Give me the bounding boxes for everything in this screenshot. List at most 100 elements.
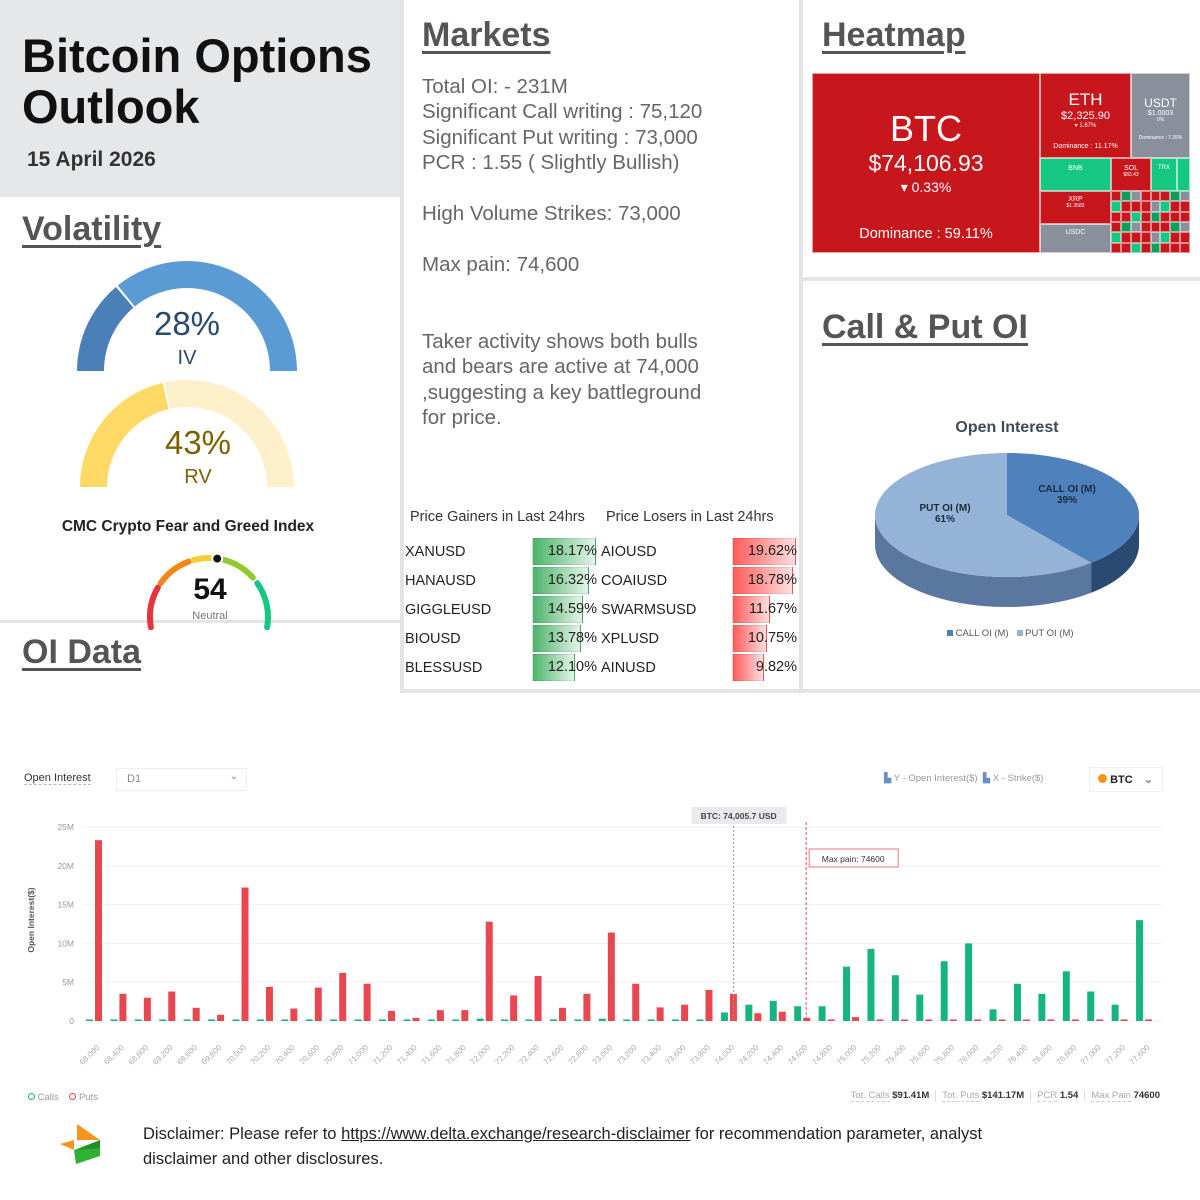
- heatmap-small-tile[interactable]: [1180, 232, 1190, 243]
- call-bar[interactable]: [891, 975, 899, 1021]
- call-bar[interactable]: [549, 1019, 557, 1021]
- heatmap-small-tile[interactable]: [1150, 191, 1161, 202]
- legend-calls[interactable]: Calls: [37, 1092, 59, 1103]
- put-bar[interactable]: [168, 991, 176, 1021]
- put-bar[interactable]: [265, 986, 273, 1021]
- put-bar[interactable]: [241, 887, 249, 1021]
- call-bar[interactable]: [843, 966, 851, 1021]
- heatmap-small-tile[interactable]: [1140, 211, 1151, 222]
- heatmap-tile-trx[interactable]: TRX: [1151, 158, 1177, 191]
- disclaimer-link[interactable]: https://www.delta.exchange/research-disc…: [341, 1125, 691, 1143]
- heatmap-small-tile[interactable]: [1111, 242, 1121, 253]
- put-bar[interactable]: [339, 972, 347, 1021]
- heatmap-small-tile[interactable]: [1160, 201, 1171, 212]
- put-bar[interactable]: [290, 1008, 298, 1021]
- call-bar[interactable]: [208, 1019, 216, 1021]
- call-bar[interactable]: [818, 1006, 826, 1021]
- call-bar[interactable]: [1136, 920, 1144, 1021]
- call-bar[interactable]: [769, 1000, 777, 1021]
- heatmap-small-tile[interactable]: [1120, 221, 1131, 233]
- put-bar[interactable]: [461, 1010, 469, 1021]
- put-bar[interactable]: [705, 989, 713, 1021]
- call-bar[interactable]: [720, 1012, 728, 1021]
- heatmap-tile-usdt[interactable]: USDT $1.0003 0% Dominance : 7.35%: [1131, 73, 1190, 158]
- call-bar[interactable]: [354, 1019, 362, 1021]
- call-bar[interactable]: [940, 961, 948, 1021]
- call-bar[interactable]: [1013, 983, 1021, 1021]
- heatmap-small-tile[interactable]: [1120, 201, 1131, 212]
- heatmap-small-tile[interactable]: [1130, 211, 1141, 222]
- call-bar[interactable]: [1111, 1004, 1119, 1021]
- put-bar[interactable]: [436, 1010, 444, 1021]
- put-bar[interactable]: [314, 987, 322, 1021]
- call-bar[interactable]: [1038, 993, 1046, 1021]
- call-bar[interactable]: [232, 1019, 240, 1021]
- heatmap-tile-sol[interactable]: SOL $83.43: [1111, 158, 1151, 191]
- heatmap-small-tile[interactable]: [1160, 242, 1171, 253]
- heatmap-small-tile[interactable]: [1130, 232, 1141, 243]
- heatmap-small-tile[interactable]: [1170, 211, 1181, 222]
- heatmap-tile-eth[interactable]: ETH $2,325.90 ▾ 1.67% Dominance : 11.17%: [1040, 73, 1131, 158]
- put-bar[interactable]: [1096, 1019, 1104, 1021]
- heatmap-small-tile[interactable]: [1170, 232, 1181, 243]
- put-bar[interactable]: [1071, 1019, 1079, 1021]
- heatmap-small-tile[interactable]: [1180, 242, 1190, 253]
- heatmap-small-tile[interactable]: [1111, 191, 1121, 202]
- put-bar[interactable]: [754, 1013, 762, 1021]
- call-bar[interactable]: [403, 1019, 411, 1021]
- put-bar[interactable]: [119, 993, 127, 1021]
- call-bar[interactable]: [159, 1019, 167, 1021]
- put-bar[interactable]: [632, 983, 640, 1021]
- put-bar[interactable]: [558, 1007, 566, 1021]
- heatmap-small-tile[interactable]: [1170, 191, 1181, 202]
- call-bar[interactable]: [281, 1019, 289, 1021]
- call-bar[interactable]: [696, 1019, 704, 1021]
- put-bar[interactable]: [876, 1019, 884, 1021]
- call-bar[interactable]: [598, 1018, 606, 1021]
- put-bar[interactable]: [388, 1010, 396, 1021]
- heatmap-small-tile[interactable]: [1180, 191, 1190, 202]
- put-bar[interactable]: [949, 1019, 957, 1021]
- put-bar[interactable]: [852, 1017, 860, 1021]
- call-bar[interactable]: [110, 1019, 118, 1021]
- call-bar[interactable]: [476, 1018, 484, 1021]
- heatmap-small-tile[interactable]: [1130, 191, 1141, 202]
- heatmap-small-tile[interactable]: [1140, 232, 1151, 243]
- heatmap-small-tile[interactable]: [1120, 242, 1131, 253]
- call-bar[interactable]: [745, 1004, 753, 1021]
- put-bar[interactable]: [510, 995, 518, 1021]
- heatmap-small-tile[interactable]: [1170, 201, 1181, 212]
- put-bar[interactable]: [583, 993, 591, 1021]
- call-bar[interactable]: [86, 1019, 93, 1021]
- call-bar[interactable]: [867, 948, 875, 1021]
- put-bar[interactable]: [1022, 1019, 1030, 1021]
- put-bar[interactable]: [1120, 1019, 1128, 1021]
- call-bar[interactable]: [1062, 971, 1070, 1021]
- heatmap-small-tile[interactable]: [1150, 201, 1161, 212]
- put-bar[interactable]: [485, 921, 493, 1021]
- heatmap-small-tile[interactable]: [1170, 242, 1181, 253]
- heatmap-small-tile[interactable]: [1130, 242, 1141, 253]
- heatmap-small-tile[interactable]: [1111, 211, 1121, 222]
- heatmap-tile-bnb[interactable]: BNB: [1040, 158, 1111, 191]
- call-bar[interactable]: [672, 1019, 680, 1021]
- heatmap-tile-usdc[interactable]: USDC: [1040, 224, 1111, 253]
- put-bar[interactable]: [925, 1019, 933, 1021]
- heatmap-small-tile[interactable]: [1140, 191, 1151, 202]
- heatmap-small-tile[interactable]: [1120, 211, 1131, 222]
- call-bar[interactable]: [965, 943, 973, 1021]
- call-bar[interactable]: [916, 994, 924, 1021]
- call-bar[interactable]: [1087, 991, 1095, 1021]
- put-bar[interactable]: [363, 983, 371, 1021]
- heatmap-small-tile[interactable]: [1150, 232, 1161, 243]
- asset-select[interactable]: BTC ⌄: [1089, 767, 1163, 792]
- put-bar[interactable]: [778, 1011, 786, 1021]
- heatmap-small-tile[interactable]: [1180, 201, 1190, 212]
- call-bar[interactable]: [427, 1019, 435, 1021]
- call-bar[interactable]: [501, 1019, 509, 1021]
- heatmap-small-tile[interactable]: [1120, 191, 1131, 202]
- heatmap-small-tile[interactable]: [1160, 221, 1171, 233]
- call-bar[interactable]: [989, 1009, 997, 1021]
- put-bar[interactable]: [1047, 1019, 1055, 1021]
- put-bar[interactable]: [143, 997, 151, 1021]
